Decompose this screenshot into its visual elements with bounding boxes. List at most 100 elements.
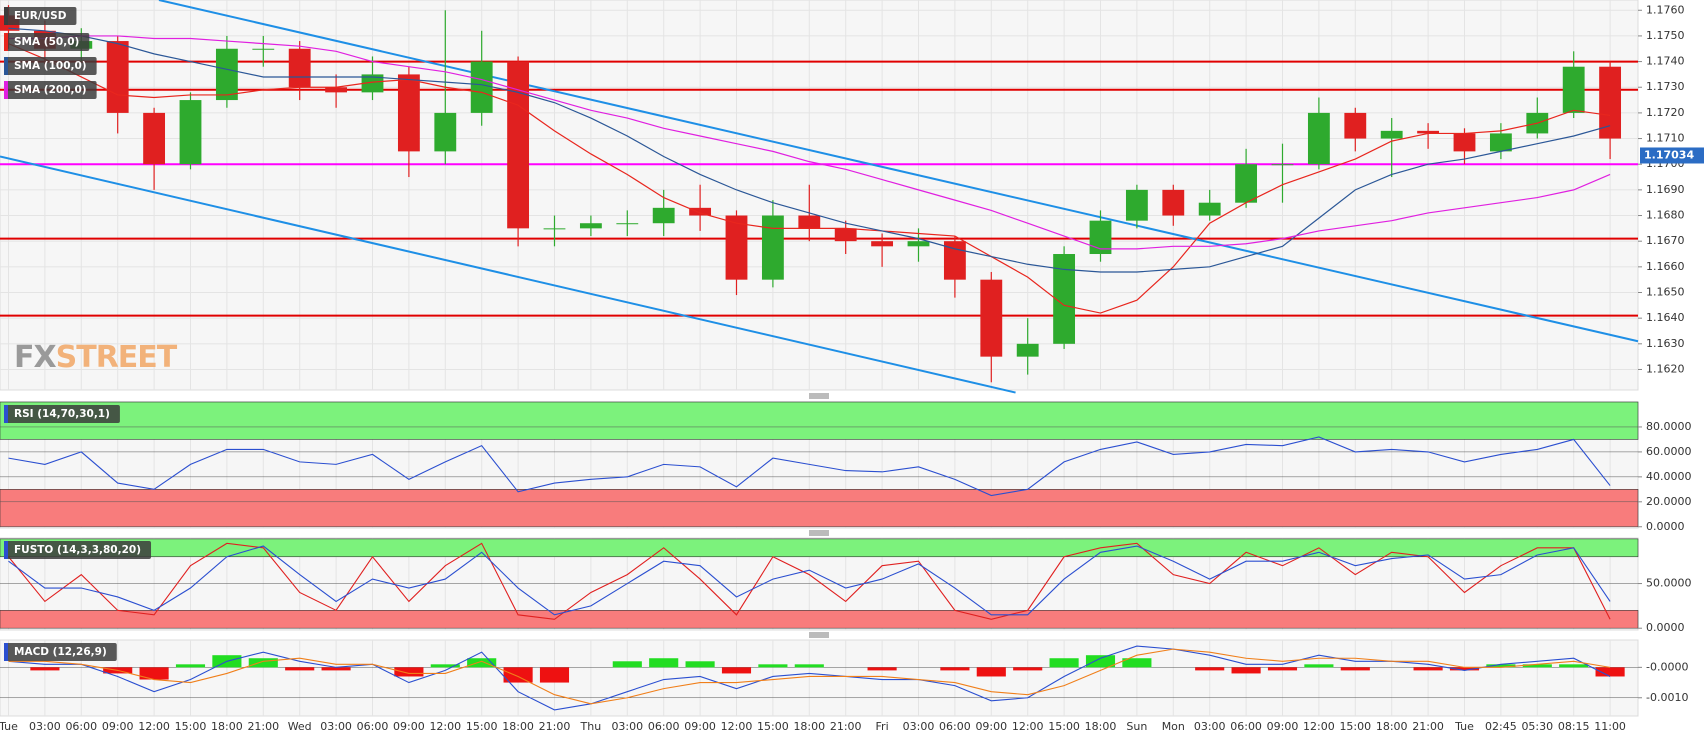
candle-body [1489, 133, 1512, 152]
last-price-tag [1640, 147, 1704, 164]
x-tick-label: 05:30 [1521, 720, 1553, 733]
band [0, 401, 1639, 440]
histogram-bar [285, 667, 315, 671]
legend-box [4, 33, 90, 51]
x-tick-label: 15:00 [466, 720, 498, 733]
x-tick-label: 06:00 [939, 720, 971, 733]
moving-average-line [8, 27, 1611, 273]
y-tick-label: 1.1630 [1646, 337, 1685, 350]
x-tick-label: 09:00 [102, 720, 134, 733]
candle-body [470, 61, 493, 113]
legend-swatch [4, 81, 8, 99]
histogram-bar [649, 658, 679, 668]
histogram-bar [867, 667, 897, 671]
legend-label: SMA (100,0) [14, 60, 87, 72]
x-tick-label: Mon [1162, 720, 1185, 733]
histogram-bar [248, 658, 278, 668]
candle-body [689, 207, 712, 216]
histogram-bar [1340, 667, 1370, 671]
y-tick-label: 1.1730 [1646, 80, 1685, 93]
candle-body [1380, 130, 1403, 139]
x-tick-label: 12:00 [138, 720, 170, 733]
candle-body [1599, 66, 1622, 139]
trend-line [0, 155, 1016, 394]
candle-body [761, 215, 784, 280]
x-tick-label: 12:00 [1303, 720, 1335, 733]
legend-item: RSI (14,70,30,1) [4, 405, 120, 423]
x-tick-label: Wed [288, 720, 312, 733]
y-tick-label: 1.1710 [1646, 132, 1685, 145]
y-tick-label: 40.0000 [1646, 470, 1692, 483]
x-tick-label: 15:00 [175, 720, 207, 733]
candle-body [1344, 112, 1367, 139]
x-tick-label: 12:00 [429, 720, 461, 733]
candle-body [288, 48, 311, 88]
x-tick-label: 02:45 [1485, 720, 1517, 733]
x-tick-label: 09:00 [1267, 720, 1299, 733]
candle-body [725, 215, 748, 280]
candle-body [579, 223, 602, 229]
x-tick-label: 09:00 [975, 720, 1007, 733]
x-tick-label: 09:00 [393, 720, 425, 733]
candle-body [943, 241, 966, 280]
legend-swatch [4, 33, 8, 51]
y-tick-label: -0.0000 [1646, 660, 1688, 673]
y-tick-label: 1.1640 [1646, 311, 1685, 324]
y-tick-label: 1.1670 [1646, 234, 1685, 247]
y-tick-label: 80.0000 [1646, 420, 1692, 433]
x-tick-label: Fri [876, 720, 889, 733]
candle-body [1307, 112, 1330, 165]
legend-swatch [4, 643, 8, 661]
x-tick-label: 12:00 [721, 720, 753, 733]
x-tick-label: 15:00 [1048, 720, 1080, 733]
candle-body [1417, 130, 1440, 134]
legend-box [4, 57, 97, 75]
candle-body [325, 87, 348, 93]
legend-label: SMA (200,0) [14, 84, 87, 96]
band [0, 538, 1639, 558]
x-tick-label: 06:00 [65, 720, 97, 733]
x-tick-label: 18:00 [1085, 720, 1117, 733]
candle-body [1162, 189, 1185, 216]
x-tick-label: Tue [0, 720, 18, 733]
x-tick-label: 03:00 [903, 720, 935, 733]
candle-body [980, 279, 1003, 357]
x-tick-label: 03:00 [611, 720, 643, 733]
candle-body [434, 112, 457, 152]
histogram-bar [976, 667, 1006, 677]
candle-body [1125, 189, 1148, 221]
legend-label: EUR/USD [14, 10, 67, 22]
candle-body [361, 74, 384, 93]
candle-body [907, 241, 930, 247]
legend-item: SMA (50,0) [4, 33, 90, 51]
histogram-bar [1267, 667, 1298, 671]
candle-body [1562, 66, 1585, 113]
legend-label: RSI (14,70,30,1) [14, 408, 110, 420]
legend-swatch [4, 405, 8, 423]
candle-body [1271, 164, 1294, 166]
candle-body [143, 112, 166, 165]
legend-box [4, 541, 152, 559]
x-tick-label: 09:00 [684, 720, 716, 733]
watermark-part: FX [14, 340, 56, 375]
x-tick-label: 15:00 [757, 720, 789, 733]
histogram-bar [1559, 664, 1589, 668]
histogram-bar [1486, 664, 1516, 668]
histogram-bar [467, 658, 497, 668]
legend-item: SMA (100,0) [4, 57, 97, 75]
y-tick-label: 1.1660 [1646, 260, 1685, 273]
x-tick-label: 15:00 [1339, 720, 1371, 733]
band [0, 610, 1639, 629]
y-tick-label: 0.0000 [1646, 520, 1685, 533]
x-tick-label: 21:00 [1412, 720, 1444, 733]
y-tick-label: -0.0010 [1646, 691, 1688, 704]
x-tick-label: Thu [580, 720, 602, 733]
candle-body [798, 215, 821, 229]
x-tick-label: 03:00 [29, 720, 61, 733]
legend-label: FUSTO (14,3,3,80,20) [14, 544, 141, 556]
legend-label: SMA (50,0) [14, 36, 79, 48]
legend-box [4, 7, 77, 25]
x-tick-label: 06:00 [1230, 720, 1262, 733]
candle-body [106, 41, 129, 113]
